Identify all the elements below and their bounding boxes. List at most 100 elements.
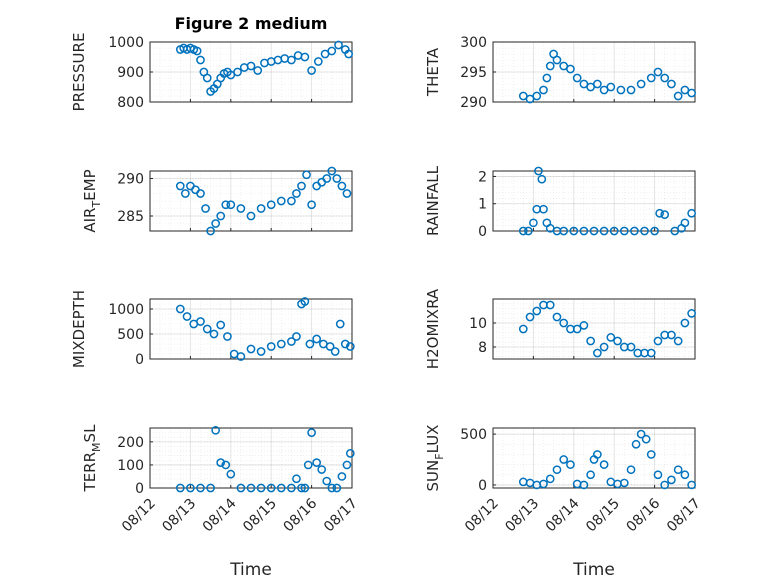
y-tick-label: 290 [460, 95, 487, 111]
data-point [673, 465, 683, 475]
data-point [196, 483, 205, 493]
x-tick-label: 08/13 [502, 496, 542, 536]
data-point [332, 174, 342, 183]
data-point [317, 465, 327, 474]
subplot-2: 290 295 300 THETA [424, 35, 696, 111]
data-point [636, 429, 646, 439]
data-point [613, 336, 622, 346]
data-point [211, 425, 220, 435]
data-point [640, 226, 649, 236]
subplot-4: 0 1 2 RAINFALL [424, 165, 696, 240]
data-point [175, 181, 185, 191]
axes-box [492, 170, 696, 232]
data-point [525, 312, 535, 322]
y-tick-label: 800 [117, 95, 144, 111]
data-point [175, 483, 185, 493]
data-point [344, 49, 353, 59]
data-point [211, 219, 220, 228]
figure-title: Figure 2 medium [175, 14, 328, 33]
data-point [340, 339, 350, 349]
data-point [266, 342, 276, 351]
data-point [327, 483, 337, 493]
data-point [246, 211, 256, 221]
y-axis-label: PRESSURE [70, 33, 88, 112]
data-point [606, 82, 616, 92]
data-point [305, 339, 315, 349]
data-point [292, 189, 301, 198]
data-point [680, 470, 690, 480]
data-point [534, 166, 543, 176]
data-point [332, 483, 342, 493]
data-point [322, 174, 332, 183]
data-point [287, 55, 296, 65]
y-tick-label: 10 [469, 316, 487, 332]
y-axis-label: MIXDEPTH [70, 290, 88, 368]
data-point [186, 483, 195, 493]
y-axis-label: THETA [424, 47, 442, 97]
data-point [572, 73, 582, 83]
data-point [552, 312, 562, 322]
data-point [559, 455, 569, 464]
data-point [616, 85, 626, 95]
data-point [619, 478, 629, 488]
data-point [545, 474, 555, 484]
data-point [256, 204, 266, 213]
data-point [572, 324, 582, 334]
data-point [303, 460, 313, 470]
data-point [687, 480, 696, 490]
data-point [327, 166, 337, 176]
data-point [529, 218, 538, 228]
data-point [325, 342, 335, 351]
data-point [226, 200, 236, 210]
data-point [593, 450, 602, 459]
data-point [297, 181, 306, 191]
x-tick-label: 08/17 [664, 496, 704, 536]
data-point [626, 85, 636, 95]
data-point [687, 309, 696, 318]
y-tick-label: 1000 [108, 302, 144, 318]
data-point [636, 79, 646, 89]
y-tick-label: 2 [478, 169, 487, 185]
data-point [337, 472, 347, 481]
data-point [518, 324, 528, 334]
data-point [276, 196, 286, 206]
y-axis-label: AIRTEMP [81, 169, 103, 232]
data-point [606, 333, 616, 342]
x-tick-label: 08/14 [543, 495, 583, 535]
data-point [586, 336, 595, 346]
x-tick-label: 08/17 [321, 496, 361, 536]
data-point [181, 189, 190, 198]
data-point [566, 460, 575, 469]
x-axis-label-right: Time [572, 560, 615, 580]
data-point [246, 61, 256, 71]
y-tick-label: 8 [478, 340, 487, 356]
data-point [680, 318, 690, 328]
data-point [345, 449, 355, 458]
data-point [539, 479, 548, 489]
data-point [192, 46, 202, 56]
data-point [292, 474, 301, 484]
data-point [626, 342, 636, 352]
data-point [300, 483, 310, 493]
data-point [626, 465, 636, 475]
data-point [236, 204, 246, 213]
axes-box [149, 427, 353, 489]
y-axis-label: RAINFALL [424, 165, 442, 236]
data-point [300, 52, 310, 62]
data-point [236, 483, 246, 493]
data-point [680, 218, 690, 228]
data-point [256, 483, 266, 493]
data-point [566, 64, 575, 74]
data-point [307, 200, 316, 210]
data-point [206, 226, 215, 236]
y-tick-label: 295 [460, 65, 487, 81]
data-point [236, 352, 246, 361]
data-point [216, 211, 226, 221]
x-tick-label: 08/15 [583, 496, 623, 536]
data-point [175, 304, 185, 314]
x-tick-label: 08/16 [624, 495, 664, 535]
data-point [646, 348, 656, 358]
data-point [655, 208, 665, 218]
data-point [327, 46, 337, 56]
data-point [221, 200, 231, 210]
